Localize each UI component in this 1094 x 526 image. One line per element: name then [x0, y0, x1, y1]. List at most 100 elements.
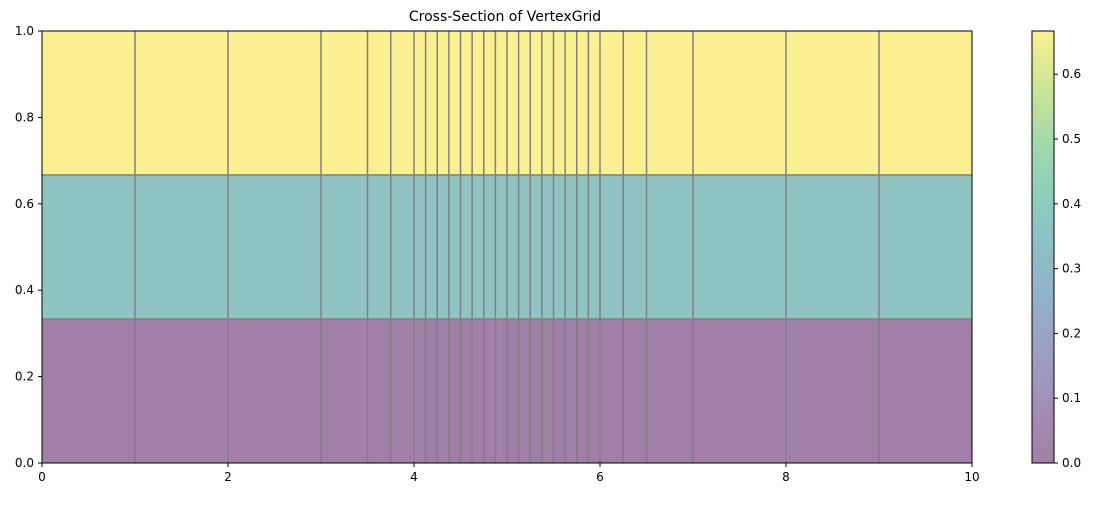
grid-cell	[693, 174, 786, 320]
colorbar-frame	[1031, 30, 1055, 464]
colorbar-tick-label: 0.1	[1062, 391, 1081, 405]
grid-cell	[576, 31, 589, 175]
grid-cell	[693, 31, 786, 175]
grid-cell	[437, 319, 449, 463]
y-axis: 0.0 0.2 0.4 0.6 0.8 1.0	[15, 24, 42, 470]
x-tick-label: 8	[782, 470, 790, 484]
grid-cell	[228, 174, 321, 320]
grid-cell	[321, 319, 368, 463]
grid-cell	[518, 31, 531, 175]
grid-cell	[390, 319, 414, 463]
grid-cell	[541, 31, 554, 175]
grid-cell	[425, 31, 438, 175]
grid-cell	[414, 31, 426, 175]
grid-cell	[553, 31, 566, 175]
grid-cell	[42, 31, 135, 175]
colorbar-gradient	[1032, 31, 1054, 463]
grid-cell	[565, 174, 577, 320]
grid-cell	[518, 319, 531, 463]
x-axis: 0 2 4 6 8 10	[38, 463, 980, 484]
grid-cell	[646, 174, 693, 320]
grid-cell	[565, 319, 577, 463]
grid-cell	[786, 31, 879, 175]
y-tick-label: 0.0	[15, 456, 34, 470]
x-tick-label: 0	[38, 470, 46, 484]
grid-cell	[553, 174, 566, 320]
x-tick-label: 4	[410, 470, 418, 484]
x-tick-label: 2	[224, 470, 232, 484]
grid-cell	[646, 319, 693, 463]
colorbar-tick-label: 0.5	[1062, 132, 1081, 146]
grid-cell	[437, 174, 449, 320]
y-tick-label: 0.8	[15, 110, 34, 124]
grid-cell	[786, 174, 879, 320]
grid-cell	[623, 319, 647, 463]
grid-cell	[565, 31, 577, 175]
colorbar-tick-label: 0.2	[1062, 326, 1081, 340]
grid-cell	[495, 31, 507, 175]
grid-cell	[646, 31, 693, 175]
grid-cell	[507, 319, 519, 463]
grid-cell	[460, 319, 473, 463]
grid-cell	[414, 174, 426, 320]
grid-cell	[541, 174, 554, 320]
grid-cell	[135, 319, 228, 463]
plot-area	[42, 31, 972, 463]
grid-cell	[879, 174, 972, 320]
grid-cell	[576, 174, 589, 320]
y-tick-label: 0.6	[15, 197, 34, 211]
plot-frame	[41, 30, 973, 464]
grid-cell	[472, 174, 484, 320]
grid-cell	[879, 319, 972, 463]
grid-cell	[553, 319, 566, 463]
grid-cell	[588, 319, 600, 463]
x-tick-label: 6	[596, 470, 604, 484]
cell-gridlines	[42, 31, 972, 463]
grid-cell	[414, 319, 426, 463]
grid-cell	[541, 319, 554, 463]
grid-cell	[600, 31, 624, 175]
grid-cell	[786, 319, 879, 463]
grid-cell	[42, 174, 135, 320]
grid-cell	[460, 174, 473, 320]
grid-cell	[448, 319, 461, 463]
grid-cell	[437, 31, 449, 175]
grid-cell	[576, 319, 589, 463]
grid-cell	[321, 31, 368, 175]
grid-cell	[600, 174, 624, 320]
grid-cell	[600, 319, 624, 463]
grid-cell	[321, 174, 368, 320]
grid-cell	[507, 31, 519, 175]
grid-cell	[483, 31, 496, 175]
colorbar-tick-label: 0.3	[1062, 262, 1081, 276]
grid-cell	[135, 31, 228, 175]
grid-cell	[693, 319, 786, 463]
grid-cell	[879, 31, 972, 175]
grid-cell	[390, 174, 414, 320]
grid-cell	[135, 174, 228, 320]
grid-cell	[483, 174, 496, 320]
grid-cell	[367, 31, 391, 175]
grid-cell	[425, 174, 438, 320]
grid-cell	[425, 319, 438, 463]
grid-cell	[518, 174, 531, 320]
grid-cell	[507, 174, 519, 320]
grid-cell	[623, 174, 647, 320]
grid-cell	[530, 174, 542, 320]
grid-cell	[460, 31, 473, 175]
y-tick-label: 1.0	[15, 24, 34, 38]
y-tick-label: 0.2	[15, 370, 34, 384]
x-tick-label: 10	[964, 470, 979, 484]
grid-cell	[228, 319, 321, 463]
colorbar-axis: 0.0 0.1 0.2 0.3 0.4 0.5 0.6	[1054, 67, 1081, 470]
grid-cell	[367, 319, 391, 463]
colorbar-tick-label: 0.0	[1062, 456, 1081, 470]
y-tick-label: 0.4	[15, 283, 34, 297]
grid-cell	[42, 319, 135, 463]
colorbar: 0.0 0.1 0.2 0.3 0.4 0.5 0.6	[1031, 30, 1081, 470]
grid-cell	[530, 31, 542, 175]
grid-cell	[495, 174, 507, 320]
grid-cell	[623, 31, 647, 175]
grid-cell	[228, 31, 321, 175]
